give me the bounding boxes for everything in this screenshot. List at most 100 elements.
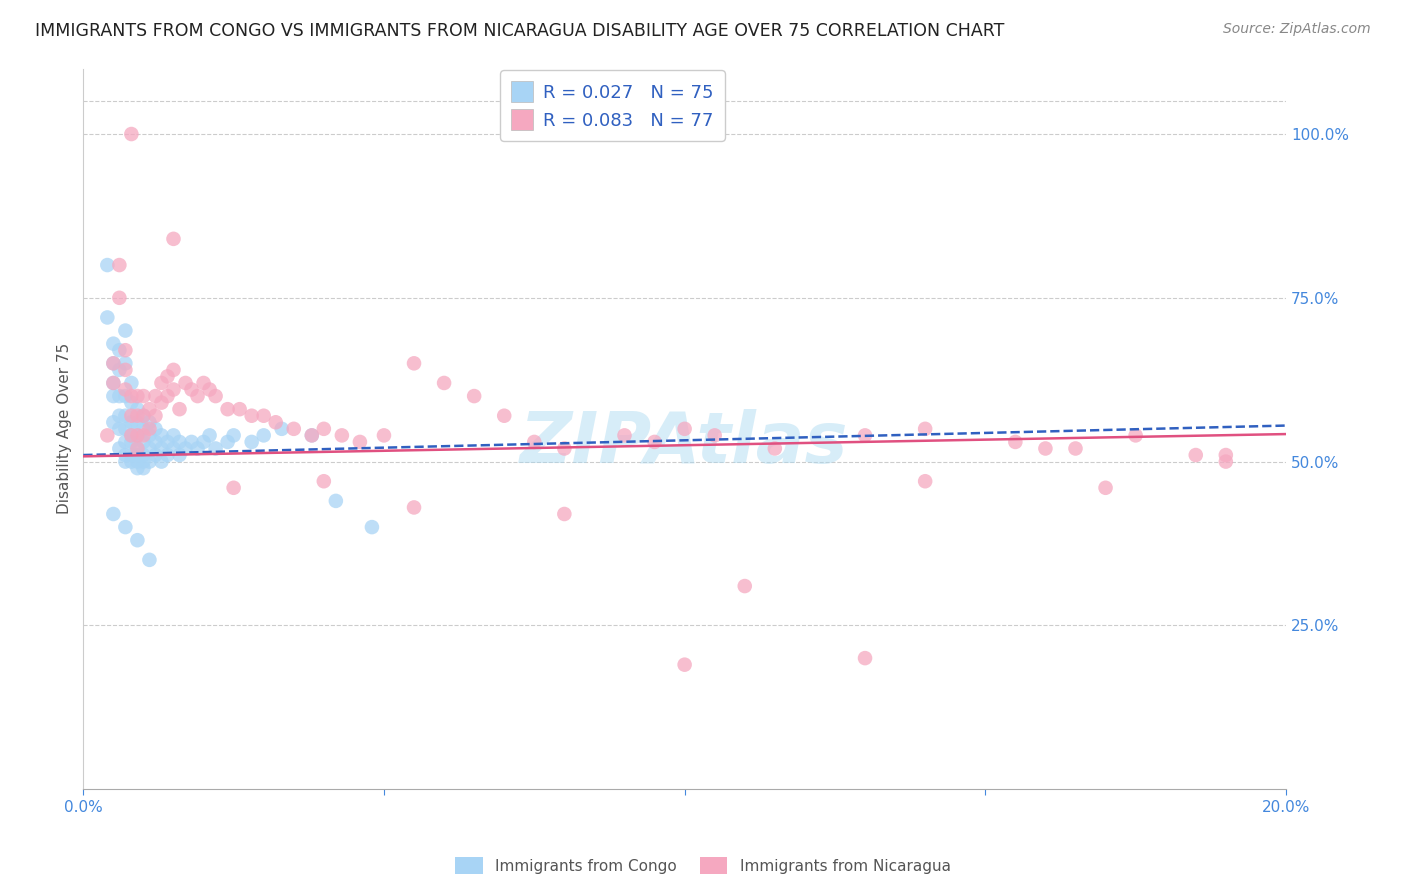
Point	[361, 520, 384, 534]
Point	[138, 428, 160, 442]
Point	[1215, 448, 1237, 462]
Point	[103, 415, 125, 429]
Point	[673, 657, 696, 672]
Point	[162, 232, 184, 246]
Point	[138, 442, 160, 456]
Point	[325, 494, 347, 508]
Point	[283, 422, 305, 436]
Point	[114, 389, 136, 403]
Point	[120, 395, 142, 409]
Point	[103, 356, 125, 370]
Point	[349, 434, 371, 449]
Point	[127, 402, 149, 417]
Point	[132, 409, 155, 423]
Point	[103, 507, 125, 521]
Point	[1125, 428, 1147, 442]
Point	[193, 376, 215, 390]
Point	[644, 434, 666, 449]
Point	[145, 422, 167, 436]
Point	[114, 324, 136, 338]
Point	[198, 383, 221, 397]
Point	[193, 434, 215, 449]
Point	[204, 442, 226, 456]
Point	[156, 434, 179, 449]
Point	[127, 448, 149, 462]
Point	[120, 415, 142, 429]
Point	[228, 402, 250, 417]
Point	[330, 428, 353, 442]
Point	[127, 442, 149, 456]
Point	[108, 343, 131, 358]
Text: ZIPAtlas: ZIPAtlas	[520, 409, 849, 478]
Point	[108, 291, 131, 305]
Point	[120, 428, 142, 442]
Point	[138, 553, 160, 567]
Point	[120, 127, 142, 141]
Point	[156, 389, 179, 403]
Point	[301, 428, 323, 442]
Point	[108, 409, 131, 423]
Point	[96, 428, 118, 442]
Point	[187, 389, 209, 403]
Point	[312, 422, 335, 436]
Point	[494, 409, 516, 423]
Point	[150, 376, 173, 390]
Point	[127, 454, 149, 468]
Point	[127, 389, 149, 403]
Point	[914, 475, 936, 489]
Point	[734, 579, 756, 593]
Point	[1004, 434, 1026, 449]
Point	[914, 422, 936, 436]
Point	[673, 422, 696, 436]
Point	[127, 415, 149, 429]
Point	[103, 376, 125, 390]
Point	[1064, 442, 1087, 456]
Legend: Immigrants from Congo, Immigrants from Nicaragua: Immigrants from Congo, Immigrants from N…	[450, 851, 956, 880]
Point	[169, 448, 191, 462]
Point	[613, 428, 636, 442]
Point	[127, 461, 149, 475]
Point	[150, 454, 173, 468]
Point	[523, 434, 546, 449]
Point	[132, 448, 155, 462]
Point	[132, 454, 155, 468]
Point	[312, 475, 335, 489]
Point	[114, 448, 136, 462]
Point	[114, 363, 136, 377]
Point	[253, 409, 276, 423]
Point	[187, 442, 209, 456]
Point	[217, 434, 239, 449]
Point	[162, 428, 184, 442]
Point	[108, 422, 131, 436]
Point	[132, 428, 155, 442]
Point	[150, 428, 173, 442]
Point	[96, 258, 118, 272]
Point	[240, 434, 263, 449]
Point	[174, 442, 197, 456]
Point	[132, 422, 155, 436]
Point	[103, 356, 125, 370]
Point	[703, 428, 725, 442]
Point	[1035, 442, 1057, 456]
Point	[103, 336, 125, 351]
Legend: R = 0.027   N = 75, R = 0.083   N = 77: R = 0.027 N = 75, R = 0.083 N = 77	[501, 70, 725, 141]
Point	[145, 434, 167, 449]
Point	[853, 651, 876, 665]
Point	[150, 395, 173, 409]
Point	[120, 409, 142, 423]
Point	[120, 454, 142, 468]
Point	[180, 383, 202, 397]
Point	[132, 461, 155, 475]
Point	[120, 428, 142, 442]
Point	[127, 428, 149, 442]
Point	[114, 422, 136, 436]
Point	[198, 428, 221, 442]
Point	[138, 454, 160, 468]
Point	[270, 422, 292, 436]
Point	[127, 533, 149, 548]
Point	[169, 402, 191, 417]
Point	[1184, 448, 1206, 462]
Point	[120, 448, 142, 462]
Point	[127, 442, 149, 456]
Point	[553, 442, 575, 456]
